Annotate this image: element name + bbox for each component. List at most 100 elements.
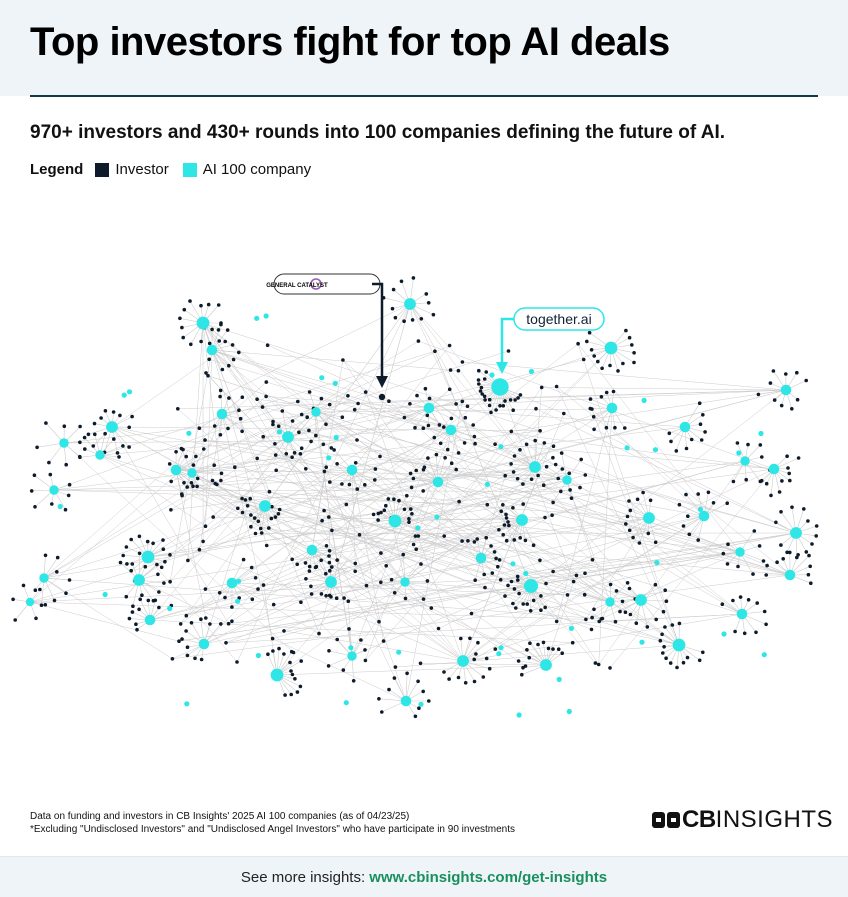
investor-node <box>505 539 509 543</box>
investor-node <box>678 622 682 626</box>
investor-node <box>551 456 555 460</box>
company-node <box>277 429 282 434</box>
investor-node <box>300 413 304 417</box>
network-edge <box>418 341 774 469</box>
investor-node <box>409 507 413 511</box>
company-node <box>26 598 34 606</box>
company-node <box>49 485 58 494</box>
company-node <box>781 385 792 396</box>
company-node <box>699 511 710 522</box>
network-edge <box>112 427 229 624</box>
investor-node <box>22 584 26 588</box>
investor-node <box>328 549 332 553</box>
investor-node <box>470 612 474 616</box>
investor-node <box>128 617 132 621</box>
investor-node <box>521 482 525 486</box>
investor-node <box>473 680 477 684</box>
investor-node <box>420 317 424 321</box>
investor-node <box>210 328 214 332</box>
investor-node <box>647 532 651 536</box>
investor-node <box>259 527 263 531</box>
investor-node <box>698 659 702 663</box>
investor-node <box>503 594 507 598</box>
investor-node <box>628 587 632 591</box>
investor-node <box>585 340 589 344</box>
investor-node <box>512 470 516 474</box>
investor-node <box>53 599 57 603</box>
investor-node <box>387 688 391 692</box>
investor-node <box>135 628 139 632</box>
investor-node <box>459 637 463 641</box>
legend: Legend Investor AI 100 company <box>30 161 325 178</box>
investor-node <box>815 524 819 528</box>
legend-company-swatch <box>183 163 197 177</box>
investor-node <box>479 389 483 393</box>
investor-node <box>780 479 784 483</box>
investor-node <box>635 621 639 625</box>
investor-node <box>433 436 437 440</box>
investor-node <box>506 584 510 588</box>
investor-node <box>582 358 586 362</box>
investor-node <box>417 339 421 343</box>
investor-node <box>295 563 299 567</box>
investor-node <box>662 645 666 649</box>
network-edge <box>316 351 509 412</box>
investor-node <box>439 442 443 446</box>
investor-node <box>387 399 391 403</box>
investor-node <box>146 540 150 544</box>
investor-node <box>591 558 595 562</box>
investor-node <box>251 598 255 602</box>
investor-node <box>528 641 532 645</box>
investor-node <box>183 308 187 312</box>
investor-node <box>493 550 497 554</box>
investor-node <box>788 479 792 483</box>
investor-node <box>176 407 180 411</box>
investor-node <box>155 563 159 567</box>
investor-node <box>309 440 313 444</box>
investor-node <box>330 446 334 450</box>
investor-node <box>219 622 223 626</box>
footer-link[interactable]: www.cbinsights.com/get-insights <box>369 869 607 886</box>
investor-node <box>213 482 217 486</box>
investor-node <box>169 508 173 512</box>
investor-node <box>662 610 666 614</box>
investor-node <box>30 489 34 493</box>
investor-node <box>483 586 487 590</box>
investor-node <box>273 442 277 446</box>
investor-node <box>624 610 628 614</box>
investor-node <box>68 483 72 487</box>
investor-node <box>196 477 200 481</box>
investor-node <box>218 395 222 399</box>
investor-node <box>473 578 477 582</box>
investor-node <box>613 426 617 430</box>
investor-node <box>320 592 324 596</box>
investor-node <box>230 619 234 623</box>
company-node <box>557 677 562 682</box>
investor-node <box>265 544 269 548</box>
investor-node <box>600 617 604 621</box>
investor-node <box>773 398 777 402</box>
investor-node <box>543 516 547 520</box>
investor-node <box>377 512 381 516</box>
investor-node <box>130 415 134 419</box>
investor-node <box>547 647 551 651</box>
investor-node <box>401 553 405 557</box>
investor-node <box>494 647 498 651</box>
investor-node <box>572 580 576 584</box>
investor-node <box>758 544 762 548</box>
company-node <box>344 700 349 705</box>
investor-node <box>592 415 596 419</box>
company-node <box>103 592 108 597</box>
investor-node <box>609 583 613 587</box>
investor-node <box>180 326 184 330</box>
investor-node <box>64 591 68 595</box>
investor-node <box>461 360 465 364</box>
investor-node <box>654 583 658 587</box>
investor-node <box>255 397 259 401</box>
investor-node <box>199 340 203 344</box>
investor-node <box>199 617 203 621</box>
investor-node <box>665 599 669 603</box>
investor-node <box>400 280 404 284</box>
investor-node <box>551 501 555 505</box>
legend-company-label: AI 100 company <box>203 161 311 178</box>
